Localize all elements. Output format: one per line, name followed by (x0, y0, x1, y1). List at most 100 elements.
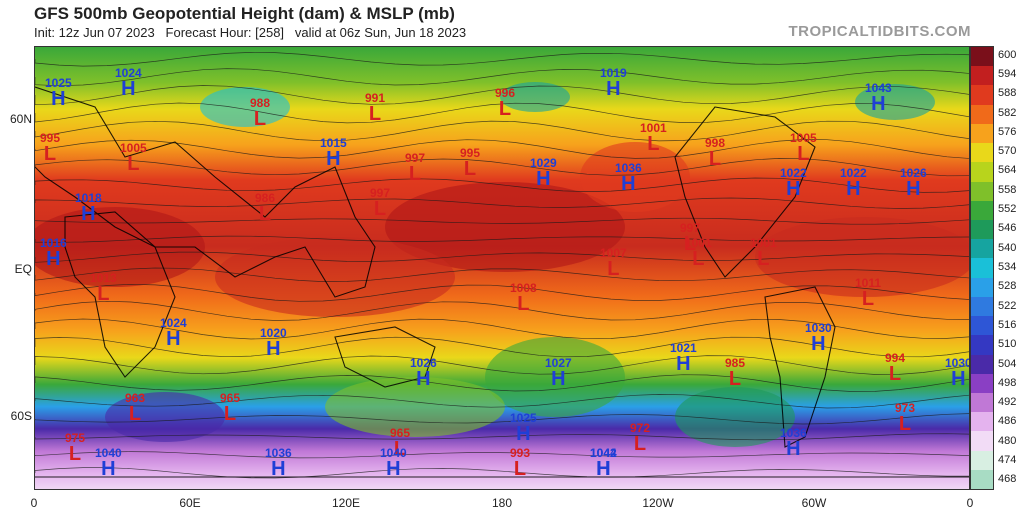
pressure-letter: H (551, 368, 566, 390)
lon-label-120e: 120E (331, 496, 361, 510)
pressure-value: 1043 (865, 81, 892, 95)
pressure-letter: L (647, 133, 660, 155)
colorbar-label: 522 (998, 299, 1017, 312)
colorbar-label: 540 (998, 241, 1017, 254)
pressure-value: 1026 (900, 166, 927, 180)
pressure-value: 997 (370, 186, 391, 200)
chart-subtitle: Init: 12z Jun 07 2023 Forecast Hour: [25… (34, 25, 467, 40)
colorbar-cell (971, 219, 993, 240)
pressure-letter: H (951, 368, 966, 390)
pressure-letter: L (258, 203, 272, 225)
pressure-letter: H (121, 78, 136, 100)
high-pressure-center: 1026 H (900, 167, 927, 199)
low-pressure-center: 973 L (895, 402, 915, 434)
height-field-map (35, 47, 969, 489)
colorbar-cell (971, 47, 993, 67)
pressure-value: 973 (895, 401, 916, 415)
pressure-value: 997 (405, 151, 426, 165)
colorbar-label: 552 (998, 203, 1017, 216)
colorbar-label: 486 (998, 415, 1017, 428)
pressure-letter: H (326, 148, 341, 170)
low-pressure-center: 995 L (40, 132, 60, 164)
colorbar-label: 516 (998, 318, 1017, 331)
high-pressure-center: 1027 H (545, 357, 572, 389)
colorbar-label: 474 (998, 454, 1017, 467)
pressure-letter: H (596, 458, 611, 480)
pressure-value: 993 (510, 446, 531, 460)
colorbar-label: 480 (998, 434, 1017, 447)
pressure-value: 1013 (90, 271, 117, 285)
lon-label-60w: 60W (801, 496, 827, 510)
colorbar-label: 564 (998, 164, 1017, 177)
pressure-value: 1036 (780, 426, 807, 440)
pressure-value: 1030 (945, 356, 970, 370)
low-pressure-center: 995 L (460, 147, 480, 179)
low-pressure-center: 985 L (725, 357, 745, 389)
pressure-letter: L (127, 153, 140, 175)
colorbar-label: 534 (998, 261, 1017, 273)
colorbar-label: 546 (998, 222, 1017, 235)
pressure-letter: L (253, 108, 267, 130)
lat-label-eq: EQ (14, 262, 32, 276)
low-pressure-center: 993 L (510, 447, 530, 479)
pressure-value: 1007 (600, 246, 627, 260)
pressure-letter: L (463, 158, 477, 180)
pressure-letter: H (606, 78, 621, 100)
low-pressure-center: 1007 L (600, 247, 627, 279)
pressure-value: 1025 (45, 76, 72, 90)
low-pressure-center: 997 L (405, 152, 425, 184)
pressure-letter: H (271, 458, 286, 480)
lon-label-60e: 60E (179, 496, 201, 510)
high-pressure-center: 1040 H (380, 447, 407, 479)
colorbar-label: 510 (998, 338, 1017, 351)
lat-label-60n: 60N (9, 112, 32, 126)
pressure-value: 1001 (640, 121, 667, 135)
pressure-letter: L (128, 403, 142, 425)
pressure-value: 1021 (670, 341, 697, 355)
lon-label-0-right: 0 (966, 496, 974, 510)
pressure-value: 1024 (160, 316, 187, 330)
pressure-value: 1015 (320, 136, 347, 150)
pressure-letter: L (607, 258, 620, 280)
colorbar-cell (971, 239, 993, 259)
low-pressure-center: 998 L (705, 137, 725, 169)
pressure-value: 1027 (545, 356, 572, 370)
low-pressure-center: 988 L (250, 97, 270, 129)
high-pressure-center: 1021 H (670, 342, 697, 374)
colorbar-label: 582 (998, 106, 1017, 119)
colorbar-cell (971, 277, 993, 297)
chart-title: GFS 500mb Geopotential Height (dam) & MS… (34, 4, 455, 23)
pressure-value: 1029 (530, 156, 557, 170)
colorbar-label: 504 (998, 357, 1017, 370)
pressure-value: 986 (255, 191, 276, 205)
colorbar-label: 558 (998, 183, 1017, 196)
pressure-letter: L (517, 293, 530, 315)
pressure-letter: H (786, 178, 801, 200)
pressure-letter: H (416, 368, 431, 390)
colorbar-cell (971, 450, 993, 470)
pressure-value: 1005 (790, 131, 817, 145)
colorbar-label: 588 (998, 87, 1017, 100)
height-anomaly-blobs (35, 82, 969, 447)
low-pressure-center: 997 L (680, 222, 700, 254)
low-pressure-center: 963 L (125, 392, 145, 424)
pressure-value: 995 (40, 131, 61, 145)
pressure-letter: H (621, 173, 636, 195)
isobar-lines (35, 52, 969, 479)
pressure-value: 996 (495, 86, 516, 100)
pressure-value: 1016 (40, 236, 67, 250)
colorbar-label: 498 (998, 376, 1017, 389)
pressure-letter: L (797, 143, 810, 165)
pressure-letter: L (633, 433, 647, 455)
pressure-letter: L (373, 198, 387, 220)
pressure-value: 1036 (265, 446, 292, 460)
colorbar-label: 528 (998, 280, 1017, 293)
pressure-letter: H (266, 338, 281, 360)
colorbar-cell (971, 373, 993, 393)
low-pressure-center: 1005 L (790, 132, 817, 164)
pressure-letter: L (498, 98, 512, 120)
colorbar-cell (971, 85, 993, 105)
pressure-value: 1020 (260, 326, 287, 340)
colorbar-cell (971, 296, 993, 317)
pressure-value: 1040 (380, 446, 407, 460)
